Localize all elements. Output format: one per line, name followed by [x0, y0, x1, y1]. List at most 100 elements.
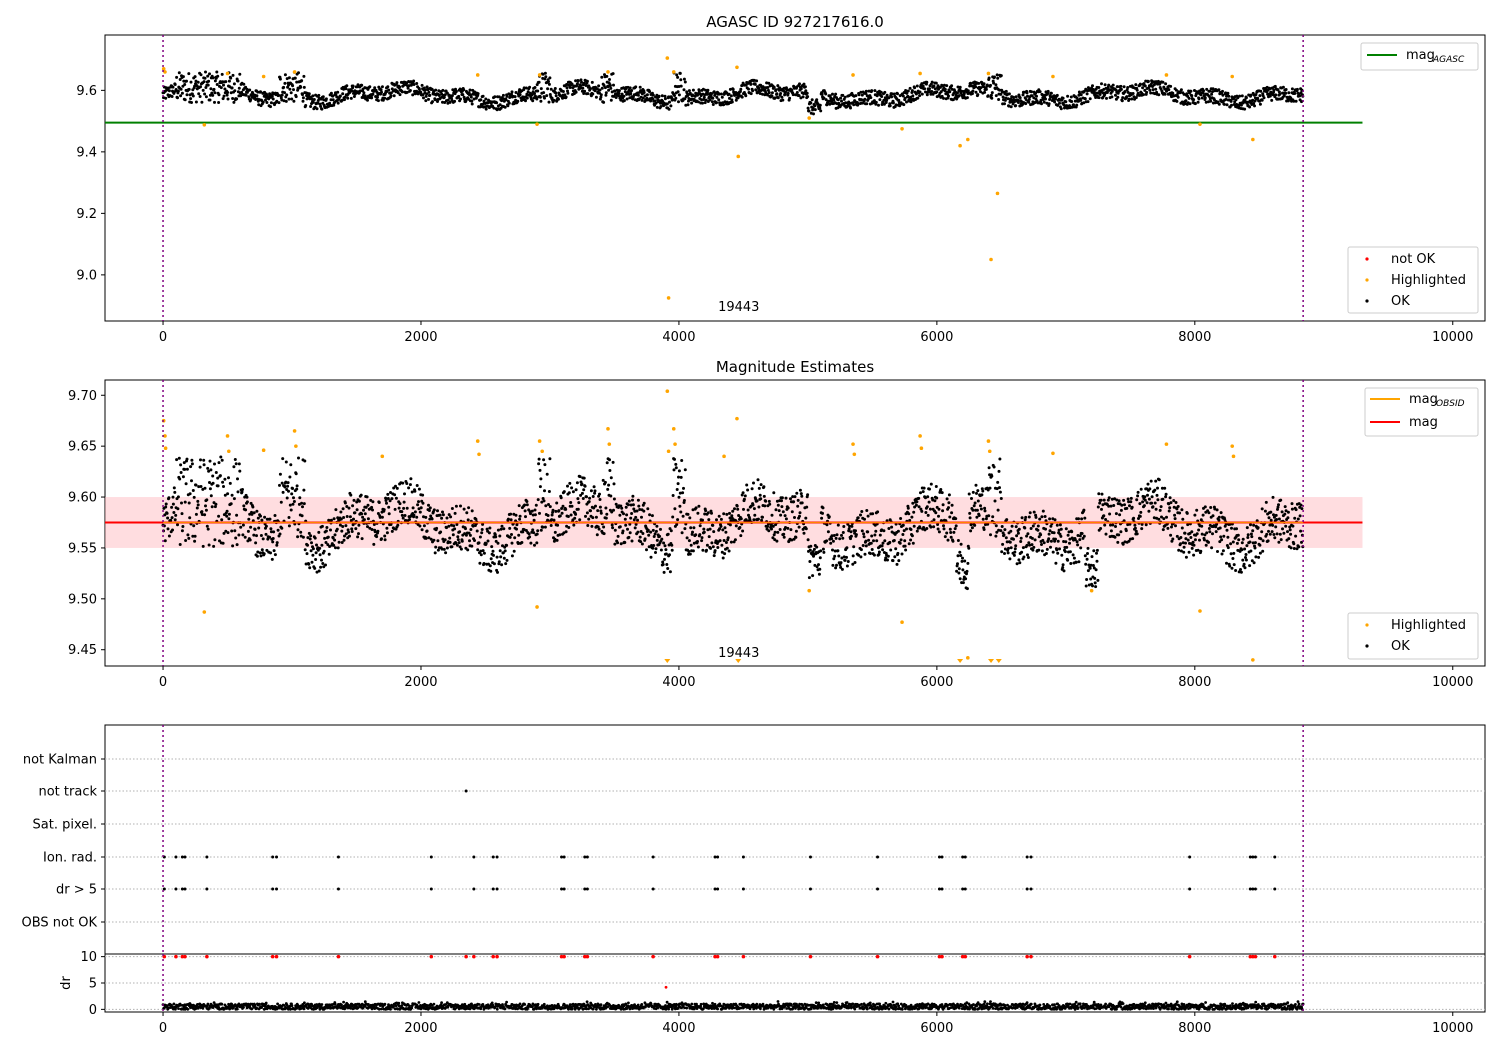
mag-ok-point [641, 532, 645, 535]
agasc-ok-point [717, 98, 721, 102]
agasc-ok-point [1157, 93, 1161, 97]
agasc-ok-point [217, 101, 221, 104]
mag-ok-point [1143, 495, 1147, 499]
agasc-ok-point [319, 104, 323, 108]
agasc-ok-point [358, 89, 362, 93]
mag-ok-point [188, 516, 192, 520]
mag-ok-point [1028, 511, 1032, 515]
agasc-ok-point [696, 92, 700, 96]
mag-ok-point [973, 523, 977, 527]
mag-ok-point [1121, 542, 1125, 546]
agasc-ok-point [1027, 97, 1031, 101]
mag-ok-point [971, 508, 975, 512]
mag-ok-point [982, 528, 986, 531]
mag-ok-point [811, 550, 815, 554]
mag-ok-point [588, 496, 592, 500]
mag-ok-point [415, 515, 419, 519]
mag-ok-point [951, 539, 955, 543]
mag-ok-point [774, 508, 778, 512]
agasc-ok-point [678, 71, 682, 75]
mag-ok-point [553, 530, 557, 534]
mag-ok-point [216, 484, 220, 488]
mag-ok-point [1220, 538, 1224, 542]
mag-ok-point [1014, 525, 1018, 529]
mag-ok-point [908, 518, 912, 522]
mag-ok-point [799, 492, 803, 496]
mag-ok-point [418, 524, 422, 528]
mag-ok-point [517, 533, 521, 537]
mag-ok-point [264, 524, 268, 528]
agasc-ok-point [513, 95, 517, 99]
mag-ok-point [893, 555, 897, 559]
mag-ok-point [606, 487, 610, 491]
mag-ok-point [1178, 511, 1182, 515]
mag-ok-point [311, 547, 315, 551]
mag-ok-point [967, 546, 971, 550]
mag-ok-point [230, 493, 234, 497]
agasc-ok-point [543, 71, 547, 75]
mag-ok-point [422, 524, 426, 528]
agasc-ok-point [1276, 88, 1280, 92]
agasc-ok-point [292, 88, 295, 92]
mag-ok-point [994, 534, 998, 538]
agasc-ok-point [812, 112, 815, 116]
agasc-ok-point [344, 87, 348, 91]
agasc-ok-point [930, 90, 934, 93]
mag-ok-point [438, 513, 442, 517]
mag-ok-point [186, 533, 190, 537]
mag-ok-point [1026, 532, 1030, 536]
mag-ok-point [1117, 533, 1121, 537]
mag-ok-point [226, 531, 230, 535]
mag-ok-point [851, 554, 855, 558]
agasc-ok-point [582, 81, 586, 85]
mag-ok-point [528, 535, 532, 539]
mag-ok-point [734, 519, 738, 523]
mag-ok-point [286, 481, 290, 485]
mag-ok-point [241, 488, 244, 491]
mag-ok-point [199, 458, 202, 462]
agasc-highlighted-point [1198, 122, 1202, 126]
mag-ok-point [1150, 495, 1154, 499]
mag-ok-point [482, 562, 486, 565]
agasc-ok-point [183, 98, 187, 102]
mag-ok-point [207, 469, 211, 473]
agasc-ok-point [212, 87, 216, 91]
mag-ok-point [1022, 555, 1026, 559]
mag-ok-point [284, 460, 288, 464]
mag-ok-point [614, 502, 618, 506]
mag-ok-point [178, 477, 182, 481]
agasc-ok-point [285, 93, 289, 97]
agasc-ok-point [185, 79, 188, 83]
agasc-ok-point [1221, 89, 1224, 93]
agasc-ok-point [389, 94, 393, 98]
agasc-ok-point [880, 95, 884, 98]
mag-ok-point [1187, 550, 1191, 554]
mag-ok-point [575, 481, 579, 485]
agasc-ok-point [1114, 93, 1117, 97]
mag-ok-point [223, 477, 227, 481]
mag-ok-point [1208, 530, 1212, 534]
agasc-ok-point [607, 88, 611, 92]
mag-ok-point [596, 509, 600, 513]
mag-ok-point [1103, 523, 1107, 527]
mag-ok-point [687, 550, 691, 553]
mag-ok-point [314, 558, 318, 561]
mag-ok-point [630, 512, 634, 515]
agasc-ok-point [232, 100, 236, 104]
agasc-ok-point [328, 101, 332, 105]
mag-ok-point [567, 526, 571, 529]
agasc-ok-point [386, 85, 390, 89]
mag-ok-point [1223, 517, 1227, 521]
mag-ok-point [1079, 546, 1083, 550]
mag-ok-point [1160, 515, 1163, 519]
mag-ok-point [928, 487, 931, 491]
agasc-ok-point [1066, 94, 1070, 98]
mag-ok-point [1186, 523, 1190, 527]
mag-ok-point [1182, 550, 1186, 554]
mag-ok-point [891, 559, 895, 563]
mag-ok-point [692, 541, 696, 545]
agasc-ok-point [1227, 94, 1231, 98]
mag-ok-point [999, 497, 1003, 500]
agasc-ok-point [913, 86, 917, 90]
agasc-ok-point [920, 92, 924, 96]
